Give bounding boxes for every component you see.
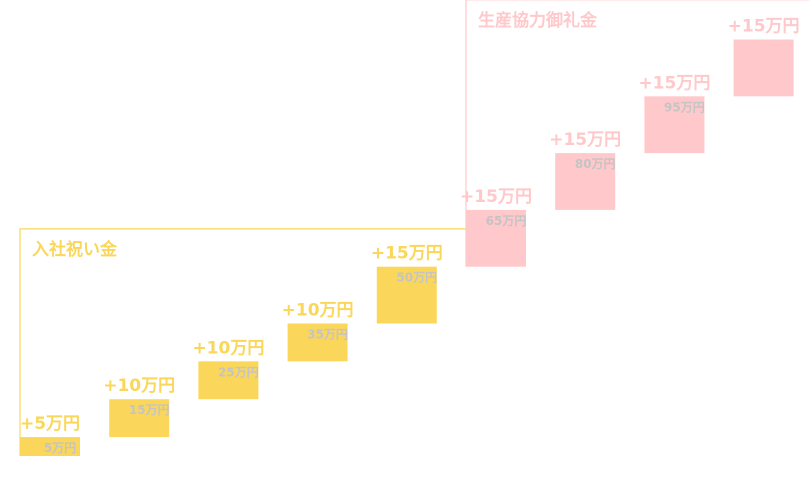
- delta-label: +10万円: [103, 376, 175, 396]
- waterfall-bar: [376, 266, 437, 324]
- cumulative-label: 65万円: [486, 214, 527, 228]
- cumulative-label: 15万円: [129, 403, 170, 417]
- waterfall-bar: [733, 39, 794, 97]
- waterfall-bar: [198, 361, 259, 400]
- group-bracket: [465, 0, 809, 267]
- group-title: 生産協力御礼金: [478, 10, 598, 31]
- delta-label: +15万円: [728, 17, 800, 37]
- cumulative-label: 25万円: [218, 365, 259, 379]
- cumulative-label: 95万円: [664, 100, 705, 114]
- delta-label: +10万円: [192, 338, 264, 358]
- delta-label: +10万円: [282, 300, 354, 320]
- labels: 入社祝い金 生産協力御礼金 +5万円 5万円 +10万円 15万円 +10万円 25万円 +10…: [20, 10, 800, 455]
- waterfall-bar: [20, 437, 80, 456]
- cumulative-label: 35万円: [307, 327, 348, 341]
- delta-label: +15万円: [371, 244, 443, 264]
- waterfall-bar: [466, 209, 526, 267]
- waterfall-bar: [109, 399, 170, 438]
- group-brackets: [19, 0, 809, 456]
- waterfall-bar: [644, 96, 705, 154]
- delta-label: +15万円: [549, 130, 621, 150]
- group-bracket: [19, 228, 466, 456]
- bars: [20, 39, 794, 456]
- delta-label: +15万円: [638, 73, 710, 93]
- waterfall-bar: [287, 323, 348, 362]
- delta-label: +5万円: [20, 414, 80, 434]
- cumulative-label: 5万円: [44, 441, 76, 455]
- waterfall-bar: [555, 153, 616, 210]
- delta-label: +15万円: [460, 187, 532, 207]
- cumulative-label: 80万円: [575, 157, 616, 171]
- cumulative-label: 50万円: [396, 271, 437, 285]
- group-title: 入社祝い金: [32, 239, 118, 260]
